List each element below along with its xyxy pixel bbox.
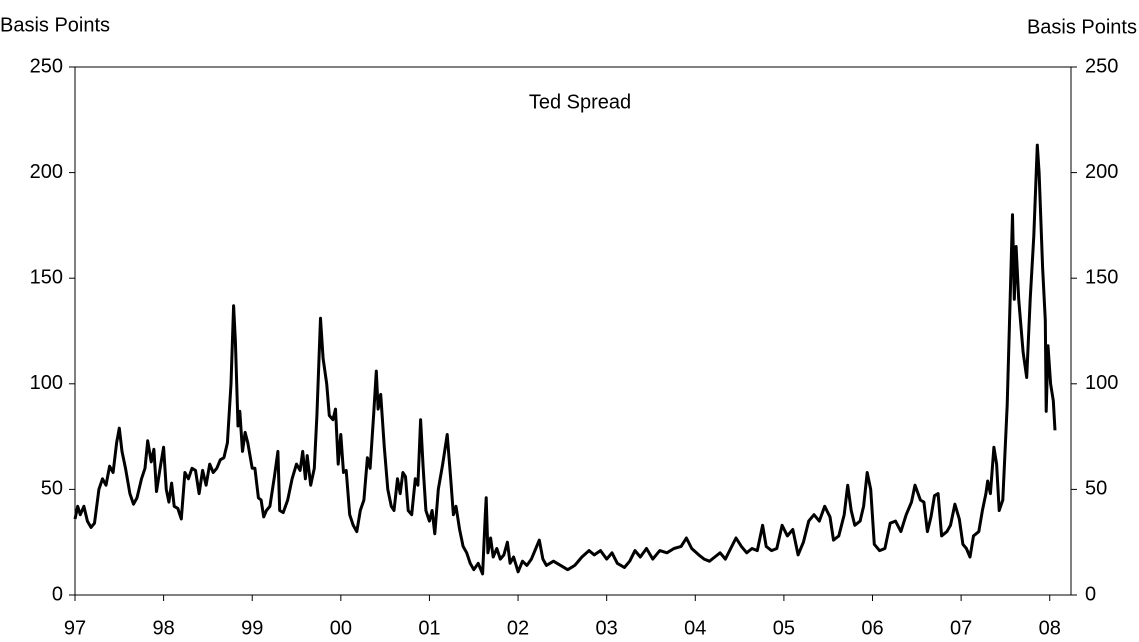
x-tick-label: 01 xyxy=(418,617,440,639)
x-tick-label: 05 xyxy=(773,617,795,639)
y-tick-label: 250 xyxy=(30,55,63,77)
x-tick-label: 06 xyxy=(861,617,883,639)
y2-axis-title: Basis Points xyxy=(1027,16,1137,38)
y-axis-title: Basis Points xyxy=(0,14,110,36)
y2-tick-label: 0 xyxy=(1085,583,1096,605)
plot-frame xyxy=(74,66,1072,596)
y-tick-label: 0 xyxy=(52,583,63,605)
y-tick-label: 100 xyxy=(30,372,63,394)
chart-title: Ted Spread xyxy=(529,91,631,113)
y-tick-label: 50 xyxy=(41,478,63,500)
y2-tick-label: 50 xyxy=(1085,478,1107,500)
x-tick-label: 03 xyxy=(596,617,618,639)
x-tick-label: 98 xyxy=(152,617,174,639)
x-tick-label: 97 xyxy=(64,617,86,639)
y-tick-label: 200 xyxy=(30,161,63,183)
x-tick-label: 08 xyxy=(1039,617,1061,639)
y2-tick-label: 200 xyxy=(1085,161,1118,183)
y-tick-label: 150 xyxy=(30,266,63,288)
y2-tick-label: 250 xyxy=(1085,55,1118,77)
y2-tick-label: 100 xyxy=(1085,372,1118,394)
line-series xyxy=(73,143,1057,576)
x-tick-label: 07 xyxy=(950,617,972,639)
x-tick-label: 04 xyxy=(684,617,706,639)
x-tick-label: 00 xyxy=(330,617,352,639)
x-tick-label: 02 xyxy=(507,617,529,639)
y2-tick-label: 150 xyxy=(1085,266,1118,288)
x-tick-label: 99 xyxy=(241,617,263,639)
